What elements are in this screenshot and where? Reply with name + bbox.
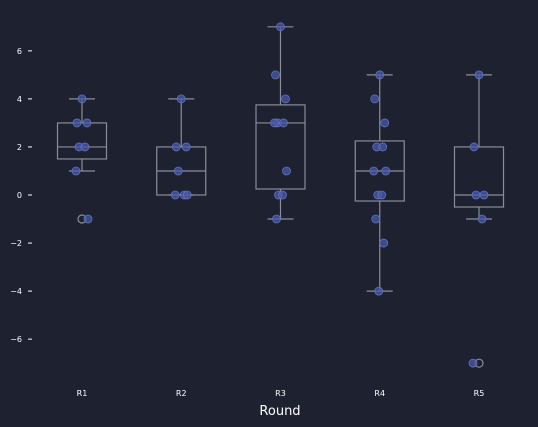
data-point [369, 166, 379, 176]
x-tick-label: R2 [176, 389, 187, 398]
data-point [170, 190, 180, 200]
data-point [370, 94, 380, 104]
data-point [272, 214, 281, 224]
data-point [276, 22, 285, 32]
box-group [56, 98, 108, 224]
data-point [469, 142, 479, 152]
y-tick-label: 6 [17, 47, 22, 56]
data-point [176, 94, 186, 104]
data-point [279, 118, 288, 128]
box-group [354, 74, 405, 292]
x-tick-label: R4 [374, 389, 385, 398]
points-layer [71, 22, 489, 368]
data-point [271, 70, 280, 80]
data-point [378, 142, 388, 152]
x-axis: R1 R2 R3 R4 R5 [77, 389, 485, 398]
data-point [72, 118, 82, 128]
data-point [468, 358, 478, 368]
y-tick-label: 2 [17, 143, 22, 152]
data-point [182, 190, 192, 200]
data-point [77, 94, 87, 104]
data-point [474, 70, 484, 80]
box-iqr [255, 104, 306, 190]
data-point [471, 190, 481, 200]
y-axis: −6 −4 −2 0 2 4 6 [10, 47, 32, 344]
data-point [281, 94, 290, 104]
y-tick-label: 4 [17, 95, 22, 104]
data-point [371, 214, 381, 224]
box-group [453, 74, 505, 368]
data-point [377, 190, 387, 200]
data-point [173, 166, 183, 176]
data-point [278, 190, 287, 200]
data-point [71, 166, 81, 176]
data-point [282, 166, 291, 176]
data-point [479, 190, 489, 200]
x-tick-label: R1 [77, 389, 88, 398]
data-point [83, 214, 93, 224]
data-point [80, 142, 90, 152]
data-point [380, 118, 390, 128]
x-axis-title: Round [259, 404, 300, 419]
x-tick-label: R3 [275, 389, 286, 398]
y-tick-label: 0 [17, 191, 22, 200]
data-point [270, 118, 279, 128]
data-point [381, 166, 391, 176]
y-tick-label: −4 [10, 287, 22, 296]
box-iqr [56, 122, 108, 160]
data-point [82, 118, 92, 128]
data-point [477, 214, 487, 224]
data-point [171, 142, 181, 152]
box-group [156, 98, 207, 196]
data-point [374, 286, 384, 296]
x-tick-label: R5 [474, 389, 485, 398]
y-tick-label: −2 [10, 239, 22, 248]
box-iqr [453, 146, 505, 208]
box-group [255, 26, 306, 220]
y-tick-label: −6 [10, 335, 22, 344]
data-point [379, 238, 389, 248]
data-point [375, 70, 385, 80]
data-point [181, 142, 191, 152]
